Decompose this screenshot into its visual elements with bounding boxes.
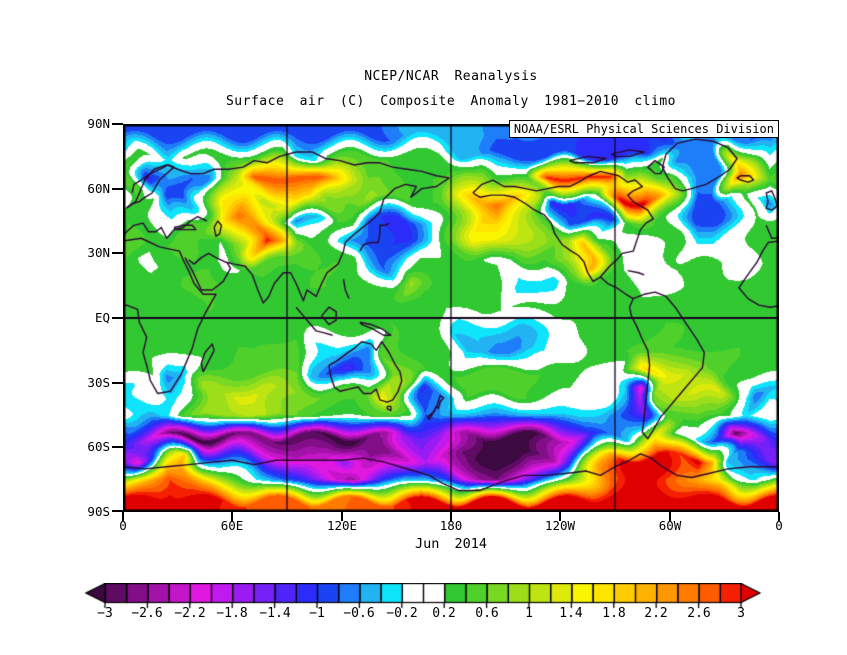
y-tick-label-90n: 90N: [87, 116, 110, 131]
anomaly-map-canvas: [123, 124, 779, 512]
x-tick-mark: [231, 512, 233, 521]
x-tick-mark: [778, 512, 780, 521]
x-tick-mark: [450, 512, 452, 521]
date-label: Jun 2014: [414, 536, 488, 552]
colorbar: −3 −2.6 −2.2 −1.8 −1.4 −1 −0.6 −0.2 0.2 …: [85, 583, 785, 625]
x-tick-mark: [669, 512, 671, 521]
cbar-label: 1.4: [559, 606, 583, 621]
y-tick-mark: [112, 446, 123, 448]
y-tick-label-90s: 90S: [87, 504, 110, 519]
cbar-label: −0.6: [343, 606, 375, 621]
x-tick-label-120w: 120W: [544, 518, 576, 533]
cbar-label: −3: [97, 606, 113, 621]
cbar-label: 2.2: [644, 606, 668, 621]
y-tick-label-30n: 30N: [87, 245, 110, 260]
plot-subtitle: Surface air (C) Composite Anomaly 1981−2…: [225, 94, 676, 109]
y-tick-mark: [112, 382, 123, 384]
cbar-label: 2.6: [687, 606, 711, 621]
y-tick-mark: [112, 510, 123, 512]
cbar-label: 0.6: [475, 606, 499, 621]
y-tick-mark: [112, 188, 123, 190]
x-tick-label-180: 180: [439, 518, 463, 533]
x-tick-label-60e: 60E: [220, 518, 244, 533]
x-tick-mark: [122, 512, 124, 521]
x-tick-label-60w: 60W: [658, 518, 682, 533]
credit-label: NOAA/ESRL Physical Sciences Division: [513, 122, 774, 136]
y-tick-mark: [112, 252, 123, 254]
x-tick-label-0w: 0: [775, 518, 783, 533]
x-tick-label-0e: 0: [119, 518, 127, 533]
x-tick-label-120e: 120E: [326, 518, 358, 533]
cbar-label: −1: [309, 606, 325, 621]
x-tick-mark: [341, 512, 343, 521]
y-tick-label-eq: EQ: [94, 310, 110, 325]
cbar-label: −0.2: [386, 606, 418, 621]
colorbar-canvas: [85, 583, 765, 610]
plot-title: NCEP/NCAR Reanalysis: [364, 69, 538, 84]
cbar-label: 1: [525, 606, 533, 621]
cbar-label: −2.6: [131, 606, 163, 621]
x-tick-mark: [559, 512, 561, 521]
cbar-label: −2.2: [174, 606, 206, 621]
y-tick-label-30s: 30S: [87, 375, 110, 390]
cbar-label: 3: [737, 606, 745, 621]
y-tick-mark: [112, 317, 123, 319]
cbar-label: 0.2: [432, 606, 456, 621]
y-tick-label-60s: 60S: [87, 439, 110, 454]
cbar-label: −1.4: [259, 606, 291, 621]
credit-box: NOAA/ESRL Physical Sciences Division: [508, 120, 779, 138]
y-tick-label-60n: 60N: [87, 181, 110, 196]
y-tick-mark: [112, 123, 123, 125]
cbar-label: −1.8: [216, 606, 248, 621]
cbar-label: 1.8: [602, 606, 626, 621]
